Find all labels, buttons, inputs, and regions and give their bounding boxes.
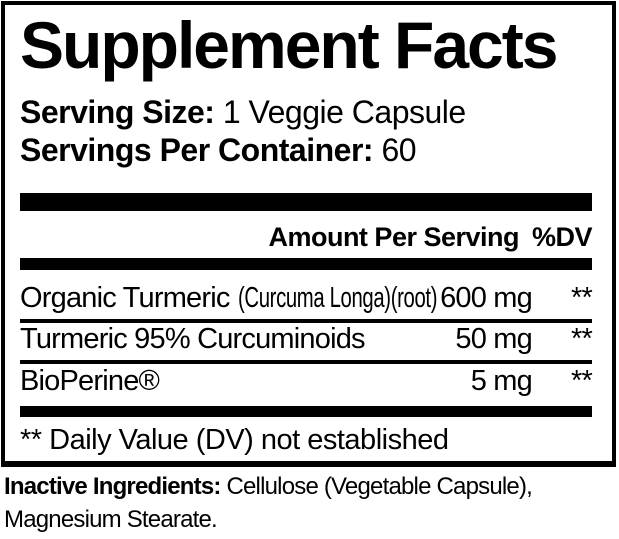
column-headers: Amount Per Serving %DV	[20, 221, 592, 253]
ingredient-amount: 5 mg	[470, 365, 533, 397]
servings-per-container-line: Servings Per Container: 60	[20, 131, 592, 169]
inactive-ingredients-label: Inactive Ingredients:	[4, 473, 221, 500]
inactive-ingredients: Inactive Ingredients: Cellulose (Vegetab…	[4, 470, 616, 536]
inactive-ingredients-line1: Cellulose (Vegetable Capsule),	[226, 473, 533, 500]
supplement-facts-panel: Supplement Facts Serving Size: 1 Veggie …	[1, 1, 616, 467]
inactive-ingredients-line2: Magnesium Stearate.	[4, 506, 218, 533]
ingredient-row: BioPerine® 5 mg **	[20, 365, 593, 397]
ingredient-dv: **	[571, 282, 593, 314]
ingredient-name: Organic Turmeric (Curcuma Longa)(root)	[20, 283, 440, 313]
ingredient-name: Turmeric 95% Curcuminoids	[20, 324, 455, 354]
ingredient-name-text: Turmeric 95% Curcuminoids	[20, 323, 366, 355]
ingredient-name: BioPerine®	[20, 366, 471, 396]
servings-per-container-value: 60	[381, 132, 417, 168]
ingredient-row: Organic Turmeric (Curcuma Longa)(root) 60…	[20, 282, 593, 314]
percent-dv-header: %DV	[531, 222, 593, 252]
ingredient-amount: 50 mg	[455, 323, 532, 355]
row-separator	[20, 360, 592, 364]
ingredient-amount: 600 mg	[440, 282, 533, 314]
servings-per-container-label: Servings Per Container:	[20, 132, 374, 168]
divider-bar-bottom	[20, 406, 592, 417]
row-separator	[20, 319, 592, 323]
ingredient-name-detail: (Curcuma Longa)(root)	[237, 282, 437, 314]
ingredient-dv: **	[571, 365, 593, 397]
ingredient-dv: **	[571, 323, 593, 355]
serving-size-line: Serving Size: 1 Veggie Capsule	[20, 93, 592, 131]
serving-size-value: 1 Veggie Capsule	[222, 94, 466, 130]
divider-bar-top	[20, 193, 592, 211]
ingredient-name-text: Organic Turmeric	[20, 282, 230, 314]
ingredient-row: Turmeric 95% Curcuminoids 50 mg **	[20, 323, 593, 355]
amount-per-serving-header: Amount Per Serving	[268, 222, 519, 252]
ingredient-name-text: BioPerine®	[20, 365, 160, 397]
dv-footnote: ** Daily Value (DV) not established	[20, 424, 449, 456]
panel-title: Supplement Facts	[20, 8, 558, 82]
divider-bar-header	[20, 258, 592, 270]
serving-size-label: Serving Size:	[20, 94, 215, 130]
ingredient-rows: Organic Turmeric (Curcuma Longa)(root) 60…	[20, 282, 593, 397]
